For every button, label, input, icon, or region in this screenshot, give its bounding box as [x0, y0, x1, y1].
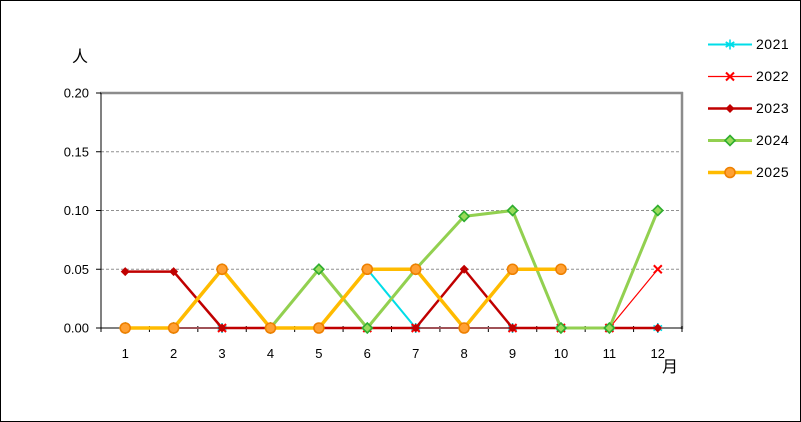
line-circle-marker-icon: [708, 166, 752, 178]
legend-label: 2023: [756, 100, 790, 116]
diamond-marker-icon: [508, 323, 518, 333]
asterisk-marker-icon: [725, 40, 735, 48]
legend-item-2022: 2022: [707, 66, 789, 86]
y-tick-label: 0.00: [64, 321, 89, 336]
y-tick-label: 0.05: [64, 262, 89, 277]
y-tick-label: 0.10: [64, 203, 89, 218]
line-asterisk-marker-icon: [708, 39, 752, 49]
legend-label: 2021: [756, 36, 790, 52]
diamond-marker-icon: [120, 267, 130, 277]
x-tick-label: 7: [412, 346, 419, 361]
diamond-marker-icon: [653, 323, 663, 333]
x-tick-label: 11: [603, 346, 617, 361]
legend-label: 2024: [756, 132, 790, 148]
x-tick-label: 4: [267, 346, 274, 361]
series-line-2025: [125, 267, 561, 330]
x-tick-label: 5: [315, 346, 322, 361]
legend-label: 2022: [756, 68, 790, 84]
circle-marker-icon: [506, 263, 519, 276]
circle-marker-icon: [555, 263, 567, 276]
y-tick-label: 0.15: [64, 144, 89, 159]
diamond-marker-icon: [217, 323, 227, 333]
diamond-marker-icon: [506, 204, 519, 217]
line-diamond-marker-icon: [708, 133, 752, 147]
line-x-marker-icon: [708, 71, 752, 81]
x-marker-icon: [653, 264, 663, 274]
circle-marker-icon: [458, 322, 470, 334]
legend-label: 2025: [756, 164, 790, 180]
circle-marker-icon: [119, 322, 132, 334]
x-marker-icon: [725, 71, 735, 81]
diamond-marker-icon: [725, 103, 735, 113]
circle-marker-icon: [361, 263, 374, 276]
x-tick-label: 1: [122, 346, 129, 361]
diamond-marker-icon: [554, 321, 568, 335]
circle-marker-icon: [724, 166, 736, 178]
legend-item-2024: 2024: [707, 130, 789, 150]
chart-legend: 2021 2022 2023 2024 2025: [707, 34, 789, 194]
x-axis-unit-label: 月: [662, 359, 679, 376]
diamond-marker-icon: [651, 204, 664, 217]
circle-marker-icon: [167, 322, 180, 334]
legend-item-2023: 2023: [707, 98, 789, 118]
y-axis-unit-label: 人: [72, 49, 89, 66]
x-tick-label: 8: [461, 346, 468, 361]
x-tick-label: 9: [509, 346, 516, 361]
x-tick-label: 3: [218, 346, 225, 361]
circle-marker-icon: [409, 263, 422, 276]
legend-item-2021: 2021: [707, 34, 789, 54]
x-tick-label: 12: [651, 346, 665, 361]
diamond-marker-icon: [603, 321, 616, 335]
x-tick-label: 10: [554, 346, 568, 361]
y-tick-label: 0.20: [64, 86, 89, 101]
diamond-marker-icon: [411, 323, 421, 333]
x-tick-label: 2: [170, 346, 177, 361]
line-diamond-marker-icon: [708, 103, 752, 113]
circle-marker-icon: [264, 322, 277, 334]
diamond-marker-icon: [312, 263, 326, 276]
circle-marker-icon: [313, 322, 325, 334]
x-tick-label: 6: [364, 346, 371, 361]
diamond-marker-icon: [723, 133, 737, 147]
circle-marker-icon: [216, 263, 228, 276]
diamond-marker-icon: [169, 267, 179, 277]
diamond-marker-icon: [361, 321, 374, 335]
diamond-marker-icon: [457, 210, 471, 223]
diamond-marker-icon: [459, 264, 469, 274]
legend-item-2025: 2025: [707, 162, 789, 182]
